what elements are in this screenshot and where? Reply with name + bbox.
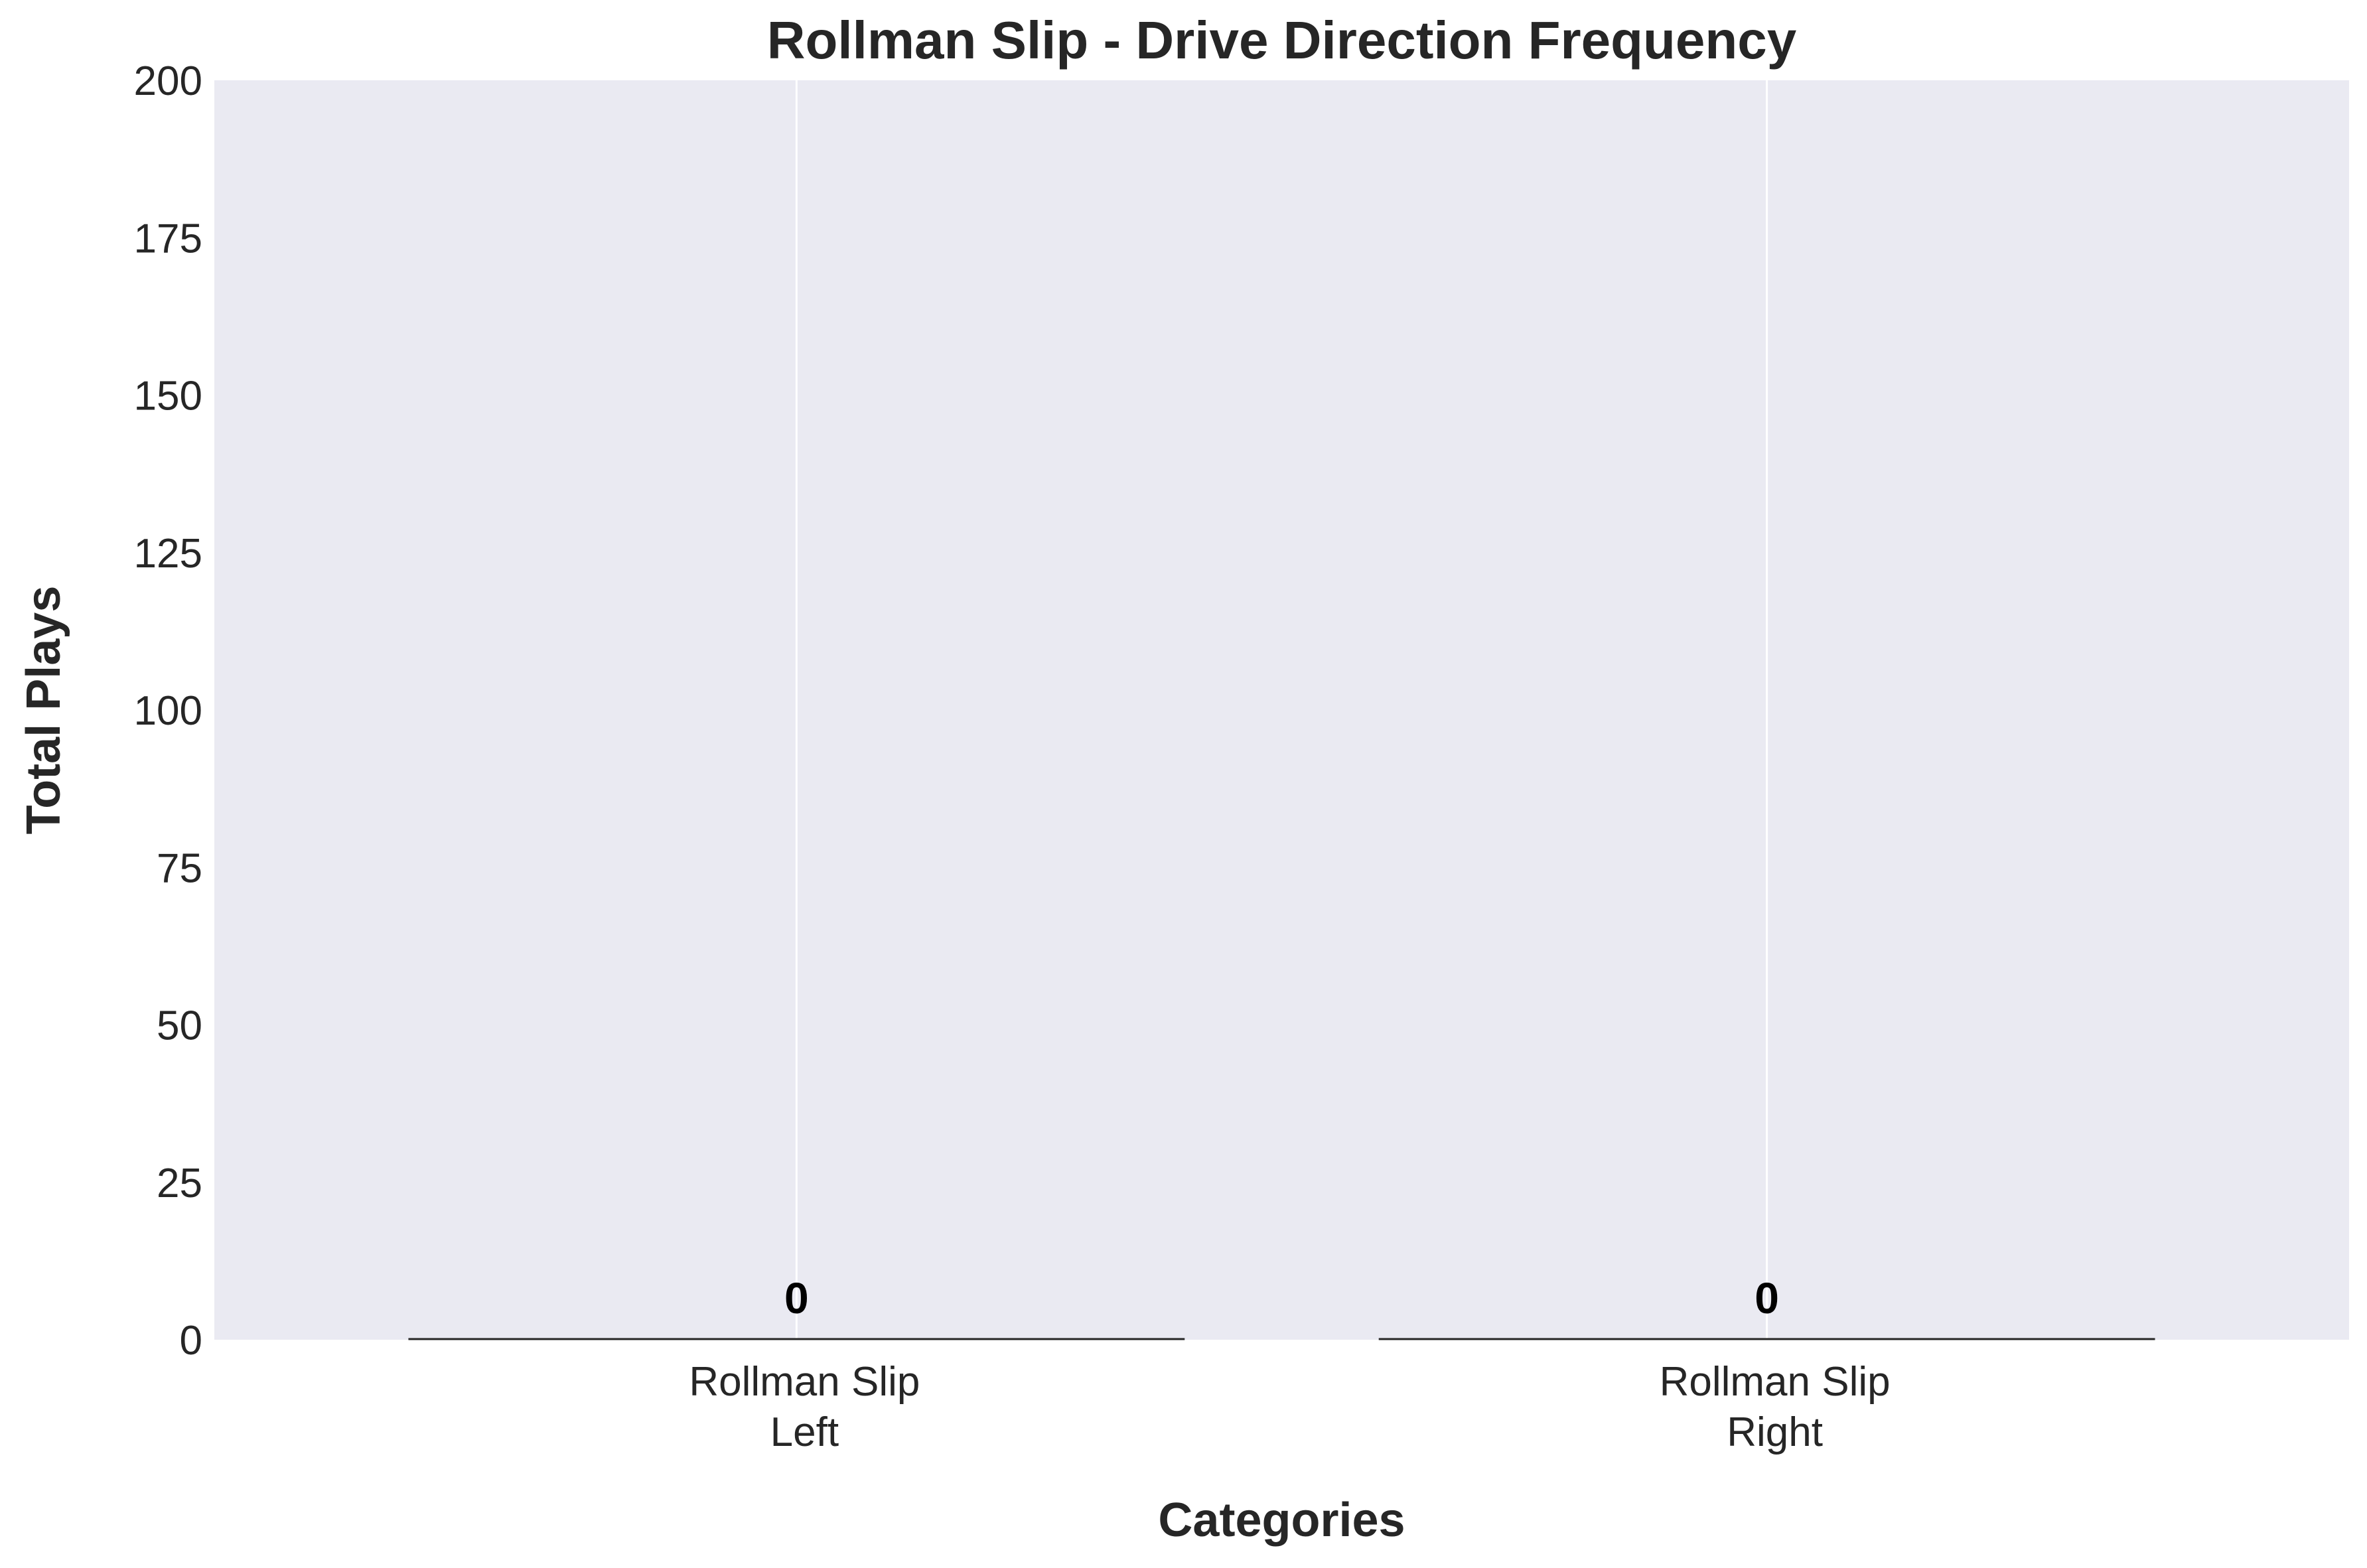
x-axis-label: Categories: [1158, 1494, 1405, 1547]
y-tick-label: 0: [180, 1318, 202, 1364]
x-tick-label-line: Left: [770, 1409, 839, 1455]
y-tick-labels: 0 25 50 75 100 125 150 175 200: [134, 58, 202, 1364]
x-tick-label: Rollman Slip Right: [1660, 1359, 1891, 1455]
chart-title: Rollman Slip - Drive Direction Frequency: [767, 11, 1797, 70]
y-tick-label: 125: [134, 531, 202, 577]
y-tick-label: 75: [157, 845, 202, 891]
x-tick-label-line: Rollman Slip: [1660, 1359, 1891, 1405]
grid-lines: [795, 80, 1768, 1340]
data-label: 0: [784, 1273, 809, 1322]
y-tick-label: 50: [157, 1003, 202, 1049]
y-axis-label: Total Plays: [17, 586, 70, 835]
y-tick-label: 150: [134, 374, 202, 419]
x-tick-label: Rollman Slip Left: [689, 1359, 920, 1455]
y-tick-label: 100: [134, 688, 202, 734]
y-tick-label: 25: [157, 1161, 202, 1206]
x-tick-label-line: Right: [1727, 1409, 1823, 1455]
x-tick-label-line: Rollman Slip: [689, 1359, 920, 1405]
plot-area: [214, 80, 2349, 1340]
y-tick-label: 200: [134, 58, 202, 104]
data-label: 0: [1755, 1273, 1779, 1322]
y-tick-label: 175: [134, 216, 202, 261]
